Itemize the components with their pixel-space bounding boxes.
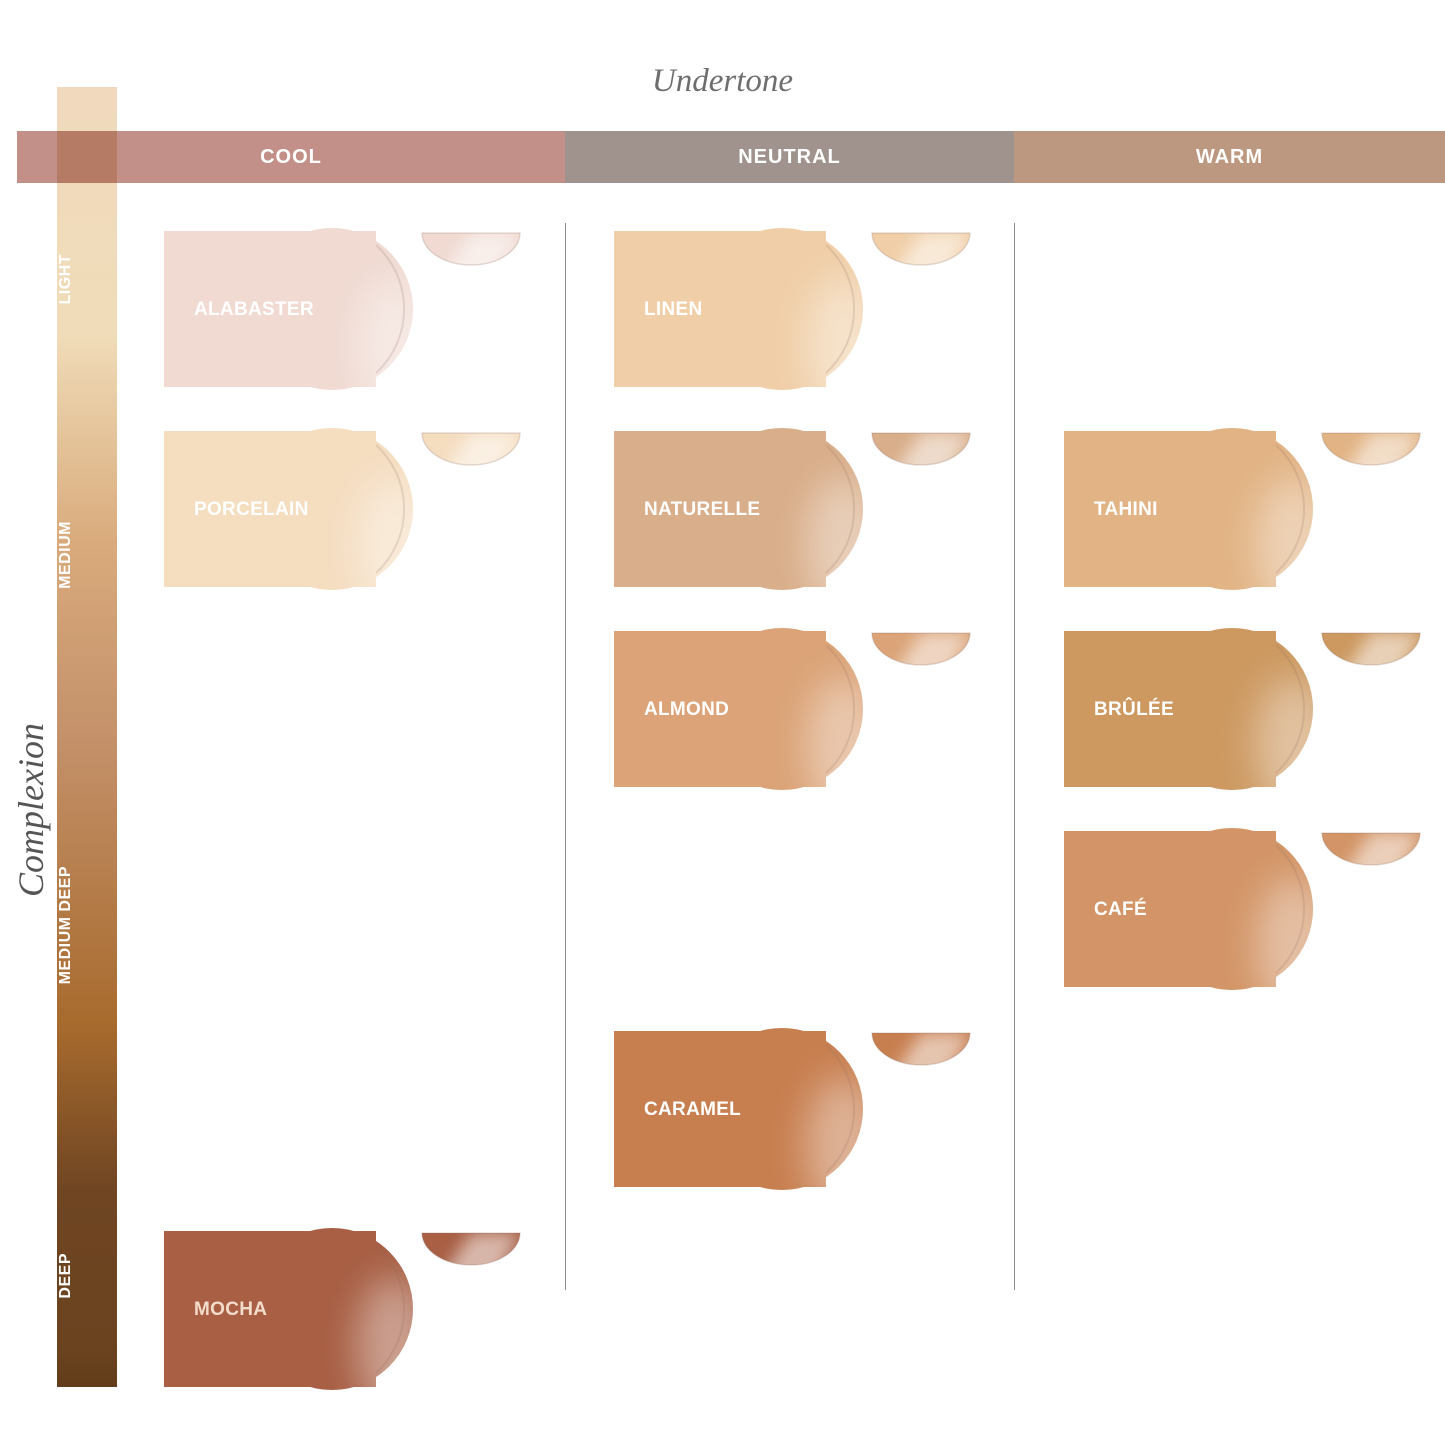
svg-text:MOCHA: MOCHA [194, 1299, 267, 1320]
svg-text:PORCELAIN: PORCELAIN [194, 499, 309, 520]
svg-text:ALMOND: ALMOND [644, 699, 729, 720]
svg-text:ALABASTER: ALABASTER [194, 299, 314, 320]
svg-text:BRÛLÉE: BRÛLÉE [1094, 698, 1174, 720]
svg-text:LINEN: LINEN [644, 299, 703, 320]
svg-text:TAHINI: TAHINI [1094, 499, 1158, 520]
svg-text:CARAMEL: CARAMEL [644, 1099, 741, 1120]
svg-text:CAFÉ: CAFÉ [1094, 898, 1147, 920]
svg-text:NATURELLE: NATURELLE [644, 499, 760, 520]
